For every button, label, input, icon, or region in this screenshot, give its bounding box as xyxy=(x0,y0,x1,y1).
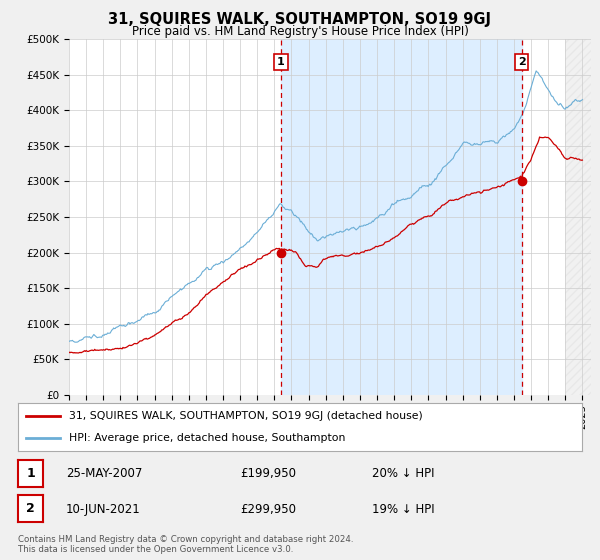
Bar xyxy=(281,39,521,395)
Text: £299,950: £299,950 xyxy=(240,503,296,516)
Text: 31, SQUIRES WALK, SOUTHAMPTON, SO19 9GJ: 31, SQUIRES WALK, SOUTHAMPTON, SO19 9GJ xyxy=(109,12,491,27)
Text: 19% ↓ HPI: 19% ↓ HPI xyxy=(372,503,434,516)
Text: HPI: Average price, detached house, Southampton: HPI: Average price, detached house, Sout… xyxy=(69,433,345,443)
Bar xyxy=(565,39,591,395)
Text: 20% ↓ HPI: 20% ↓ HPI xyxy=(372,466,434,480)
Text: 1: 1 xyxy=(277,57,285,67)
Text: 10-JUN-2021: 10-JUN-2021 xyxy=(66,503,141,516)
Text: 1: 1 xyxy=(26,467,35,480)
Text: Contains HM Land Registry data © Crown copyright and database right 2024.
This d: Contains HM Land Registry data © Crown c… xyxy=(18,535,353,554)
Bar xyxy=(565,39,591,395)
Text: £199,950: £199,950 xyxy=(240,466,296,480)
Text: 2: 2 xyxy=(26,502,35,515)
Text: 2: 2 xyxy=(518,57,526,67)
Text: 31, SQUIRES WALK, SOUTHAMPTON, SO19 9GJ (detached house): 31, SQUIRES WALK, SOUTHAMPTON, SO19 9GJ … xyxy=(69,411,422,421)
Text: 25-MAY-2007: 25-MAY-2007 xyxy=(66,466,142,480)
Text: Price paid vs. HM Land Registry's House Price Index (HPI): Price paid vs. HM Land Registry's House … xyxy=(131,25,469,38)
